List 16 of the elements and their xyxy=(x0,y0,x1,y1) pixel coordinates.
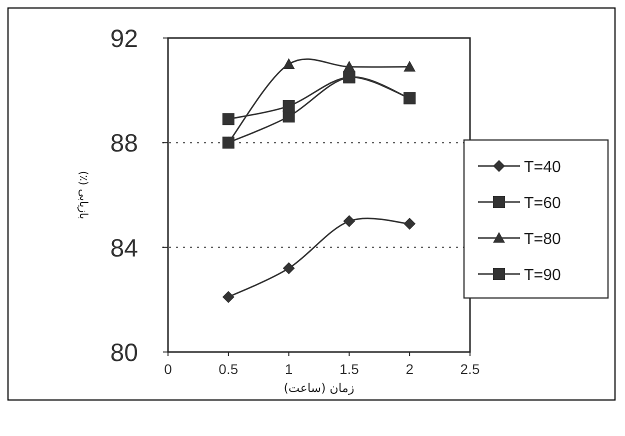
y-tick-label: 80 xyxy=(110,339,138,367)
x-tick-label: 2.5 xyxy=(460,361,480,377)
x-axis-title: زمان (ساعت) xyxy=(284,381,354,395)
y-tick-label: 84 xyxy=(110,234,138,262)
x-tick-label: 1.5 xyxy=(339,361,360,377)
legend-label: T=40 xyxy=(524,159,562,176)
x-tick-label: 2 xyxy=(406,361,414,377)
legend-label: T=90 xyxy=(524,267,562,284)
x-tick-label: 0 xyxy=(164,361,172,377)
y-tick-label: 92 xyxy=(110,25,138,53)
x-tick-label: 1 xyxy=(284,361,293,377)
legend-label: T=60 xyxy=(524,195,562,212)
y-axis-title: بازیابی (٪) xyxy=(77,170,90,220)
x-tick-label: 0.5 xyxy=(218,361,238,377)
y-tick-label: 88 xyxy=(110,130,138,158)
legend-label: T=80 xyxy=(524,231,562,248)
